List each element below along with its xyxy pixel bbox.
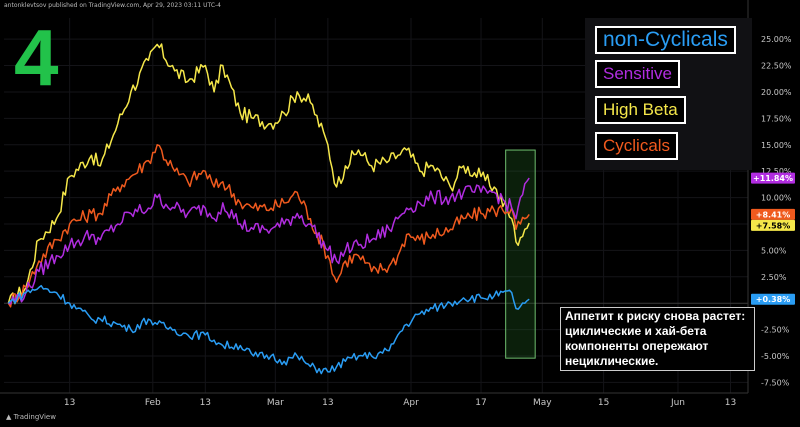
highlight-region (505, 149, 536, 359)
series-line-non-cyclicals (7, 284, 530, 375)
y-tick-label: 17.50% (761, 114, 792, 123)
x-tick-label: Jun (670, 398, 685, 408)
x-tick-label: 13 (200, 398, 211, 408)
x-axis: 13 Feb 13 Mar 13 Apr 17 May 15 Jun 13 (64, 398, 736, 408)
last-value-badge (751, 172, 795, 184)
series-line-cyclicals (7, 144, 530, 308)
x-tick-label: 13 (64, 398, 75, 408)
y-tick-label: -7.50% (761, 378, 790, 387)
y-tick-label: -5.00% (761, 352, 790, 361)
y-tick-label: 25.00% (761, 35, 792, 44)
last-value-label: +11.84% (753, 174, 793, 183)
last-value-badge (751, 208, 795, 220)
tradingview-logo-icon: ▲ (6, 413, 12, 421)
annotation-text: Аппетит к риску снова растет: циклически… (560, 307, 755, 371)
x-tick-label: Apr (403, 398, 419, 408)
x-tick-label: Mar (267, 398, 284, 408)
publisher-line: antonklevtsov published on TradingView.c… (4, 2, 221, 9)
last-value-badge (751, 219, 795, 231)
series-line-high-beta (7, 43, 530, 305)
series-line-sensitive (8, 177, 530, 305)
legend-item-cyclicals: Cyclicals (595, 132, 679, 160)
legend-item-high-beta: High Beta (595, 96, 686, 124)
legend: non-Cyclicals Sensitive High Beta Cyclic… (585, 18, 752, 170)
y-tick-label: 10.00% (761, 194, 792, 203)
x-tick-label: 13 (322, 398, 333, 408)
y-tick-label: 12.50% (761, 167, 792, 176)
y-tick-label: 5.00% (761, 246, 787, 255)
highlight-box (505, 149, 536, 359)
series-layer (7, 43, 530, 375)
last-value-badges: +11.84% +8.41% +7.58% +0.38% (751, 172, 795, 305)
x-tick-label: 17 (475, 398, 486, 408)
y-tick-label: 22.50% (761, 62, 792, 71)
x-tick-label: Feb (145, 398, 161, 408)
legend-item-non-cyclicals: non-Cyclicals (595, 26, 736, 54)
last-value-label: +0.38% (756, 295, 790, 304)
x-tick-label: 15 (598, 398, 609, 408)
y-tick-label: -2.50% (761, 326, 790, 335)
last-value-label: +8.41% (756, 210, 790, 219)
last-value-badge (751, 293, 795, 305)
tradingview-logo: ▲ TradingView (6, 413, 56, 421)
last-value-label: +7.58% (756, 221, 790, 230)
x-tick-label: 13 (725, 398, 736, 408)
tradingview-logo-text: TradingView (13, 413, 56, 421)
y-tick-label: 15.00% (761, 141, 792, 150)
x-tick-label: May (533, 398, 552, 408)
big-number: 4 (14, 13, 59, 102)
legend-item-sensitive: Sensitive (595, 60, 680, 88)
y-tick-label: 2.50% (761, 273, 787, 282)
y-tick-label: 20.00% (761, 88, 792, 97)
